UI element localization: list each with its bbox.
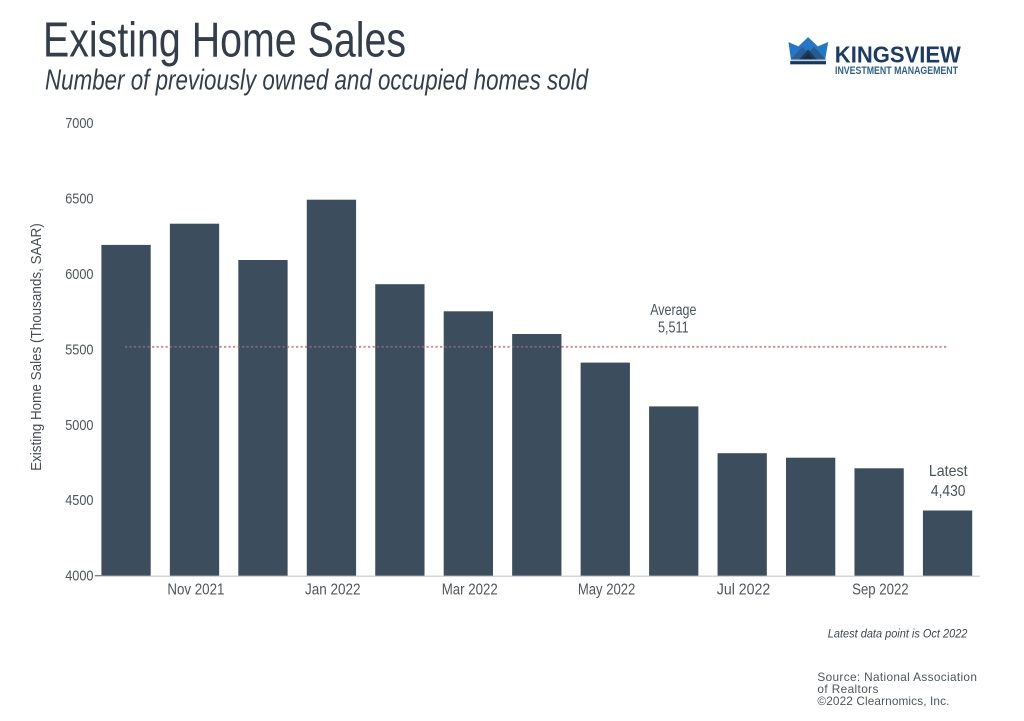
svg-text:of Realtors: of Realtors xyxy=(817,682,878,696)
svg-text:Latest: Latest xyxy=(929,463,968,480)
svg-text:Nov 2021: Nov 2021 xyxy=(167,581,224,598)
svg-text:Latest data point is Oct 2022: Latest data point is Oct 2022 xyxy=(828,627,968,641)
svg-text:Mar 2022: Mar 2022 xyxy=(442,581,498,598)
svg-text:Jan 2022: Jan 2022 xyxy=(305,581,361,598)
svg-text:Number of previously owned and: Number of previously owned and occupied … xyxy=(45,65,589,97)
svg-text:6000: 6000 xyxy=(65,266,93,283)
svg-text:Jul 2022: Jul 2022 xyxy=(717,581,771,598)
svg-text:Sep 2022: Sep 2022 xyxy=(852,581,909,598)
svg-text:5000: 5000 xyxy=(65,417,93,434)
svg-text:May 2022: May 2022 xyxy=(578,581,636,598)
svg-text:Source: National Association: Source: National Association xyxy=(817,670,977,684)
svg-text:Average: Average xyxy=(650,302,696,319)
svg-text:Existing Home Sales: Existing Home Sales xyxy=(43,14,406,68)
svg-text:KINGSVIEW: KINGSVIEW xyxy=(835,42,961,68)
svg-text:INVESTMENT MANAGEMENT: INVESTMENT MANAGEMENT xyxy=(835,65,958,77)
svg-text:4000: 4000 xyxy=(65,568,93,585)
svg-text:4500: 4500 xyxy=(65,492,93,509)
svg-text:©2022 Clearnomics, Inc.: ©2022 Clearnomics, Inc. xyxy=(817,694,949,708)
svg-text:5500: 5500 xyxy=(65,341,93,358)
svg-text:6500: 6500 xyxy=(65,190,93,207)
svg-text:5,511: 5,511 xyxy=(658,320,689,337)
svg-text:Existing Home Sales (Thousands: Existing Home Sales (Thousands, SAAR) xyxy=(28,223,45,471)
svg-text:7000: 7000 xyxy=(65,115,93,132)
svg-text:4,430: 4,430 xyxy=(931,483,966,500)
